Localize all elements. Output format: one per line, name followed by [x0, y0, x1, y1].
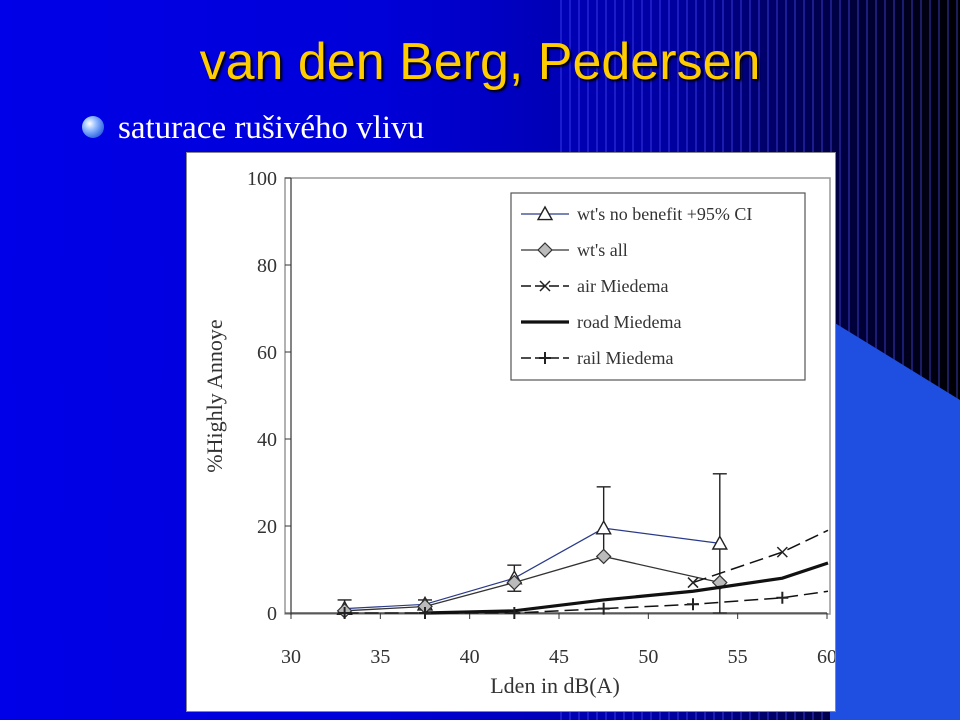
- y-tick-label: 0: [267, 603, 277, 625]
- y-tick-label: 40: [257, 429, 277, 451]
- x-tick-label: 45: [549, 646, 569, 668]
- data-point-plus: [597, 602, 610, 615]
- series-1: [336, 548, 728, 619]
- y-tick-label: 100: [247, 168, 277, 190]
- y-tick-label: 80: [257, 255, 277, 277]
- x-tick-label: 35: [370, 646, 390, 668]
- x-tick-label: 60: [817, 646, 835, 668]
- data-point-plus: [508, 607, 521, 619]
- legend-label: rail Miedema: [577, 348, 673, 368]
- legend: wt's no benefit +95% CI wt's all air Miede…: [510, 192, 806, 381]
- x-tick-label: 55: [728, 646, 748, 668]
- legend-label: air Miedema: [577, 276, 668, 296]
- series-3: [424, 561, 829, 615]
- data-point-triangle: [711, 534, 728, 550]
- slide-title: van den Berg, Pedersen: [199, 33, 761, 91]
- data-point-diamond: [537, 242, 553, 258]
- legend-label: wt's all: [577, 240, 628, 260]
- bullet-text: saturace rušivého vlivu: [118, 110, 425, 146]
- x-axis-label: Lden in dB(A): [490, 673, 620, 698]
- data-point-x: [539, 280, 551, 292]
- axes: 0 20 40 60 80 100 30 35 40 45 50 55 60: [247, 168, 835, 668]
- data-point-plus: [338, 607, 351, 619]
- y-tick-label: 20: [257, 516, 277, 538]
- chart-image: Lden in dB(A) %Highly Annoye 0 20 40 60 80 10…: [186, 152, 836, 712]
- data-point-plus: [687, 598, 699, 611]
- chart: Lden in dB(A) %Highly Annoye 0 20 40 60 80 10…: [202, 168, 835, 698]
- series-line: [692, 529, 829, 584]
- legend-label: road Miedema: [577, 312, 681, 332]
- data-point-plus: [539, 352, 551, 364]
- data-point-diamond: [595, 548, 612, 565]
- series-line: [424, 561, 829, 615]
- y-tick-label: 60: [257, 342, 277, 364]
- y-axis-label: %Highly Annoye: [202, 319, 227, 472]
- legend-label: wt's no benefit +95% CI: [577, 204, 752, 224]
- series-layer: [336, 473, 829, 619]
- data-point-diamond: [506, 574, 523, 591]
- x-tick-label: 40: [460, 646, 480, 668]
- data-point-plus: [419, 607, 431, 619]
- bullet-icon: [82, 116, 104, 138]
- data-point-x: [687, 577, 699, 589]
- series-line: [344, 555, 720, 612]
- legend-box: [510, 192, 806, 381]
- x-tick-label: 30: [281, 646, 301, 668]
- data-point-x: [776, 546, 788, 558]
- data-point-plus: [776, 591, 789, 604]
- series-4: [338, 590, 829, 619]
- data-point-triangle: [595, 519, 612, 535]
- series-line: [344, 527, 720, 610]
- data-point-triangle: [536, 205, 554, 221]
- plot-frame: [284, 177, 831, 615]
- series-2: [687, 529, 829, 589]
- x-tick-label: 50: [638, 646, 658, 668]
- background-wedge: [830, 320, 960, 720]
